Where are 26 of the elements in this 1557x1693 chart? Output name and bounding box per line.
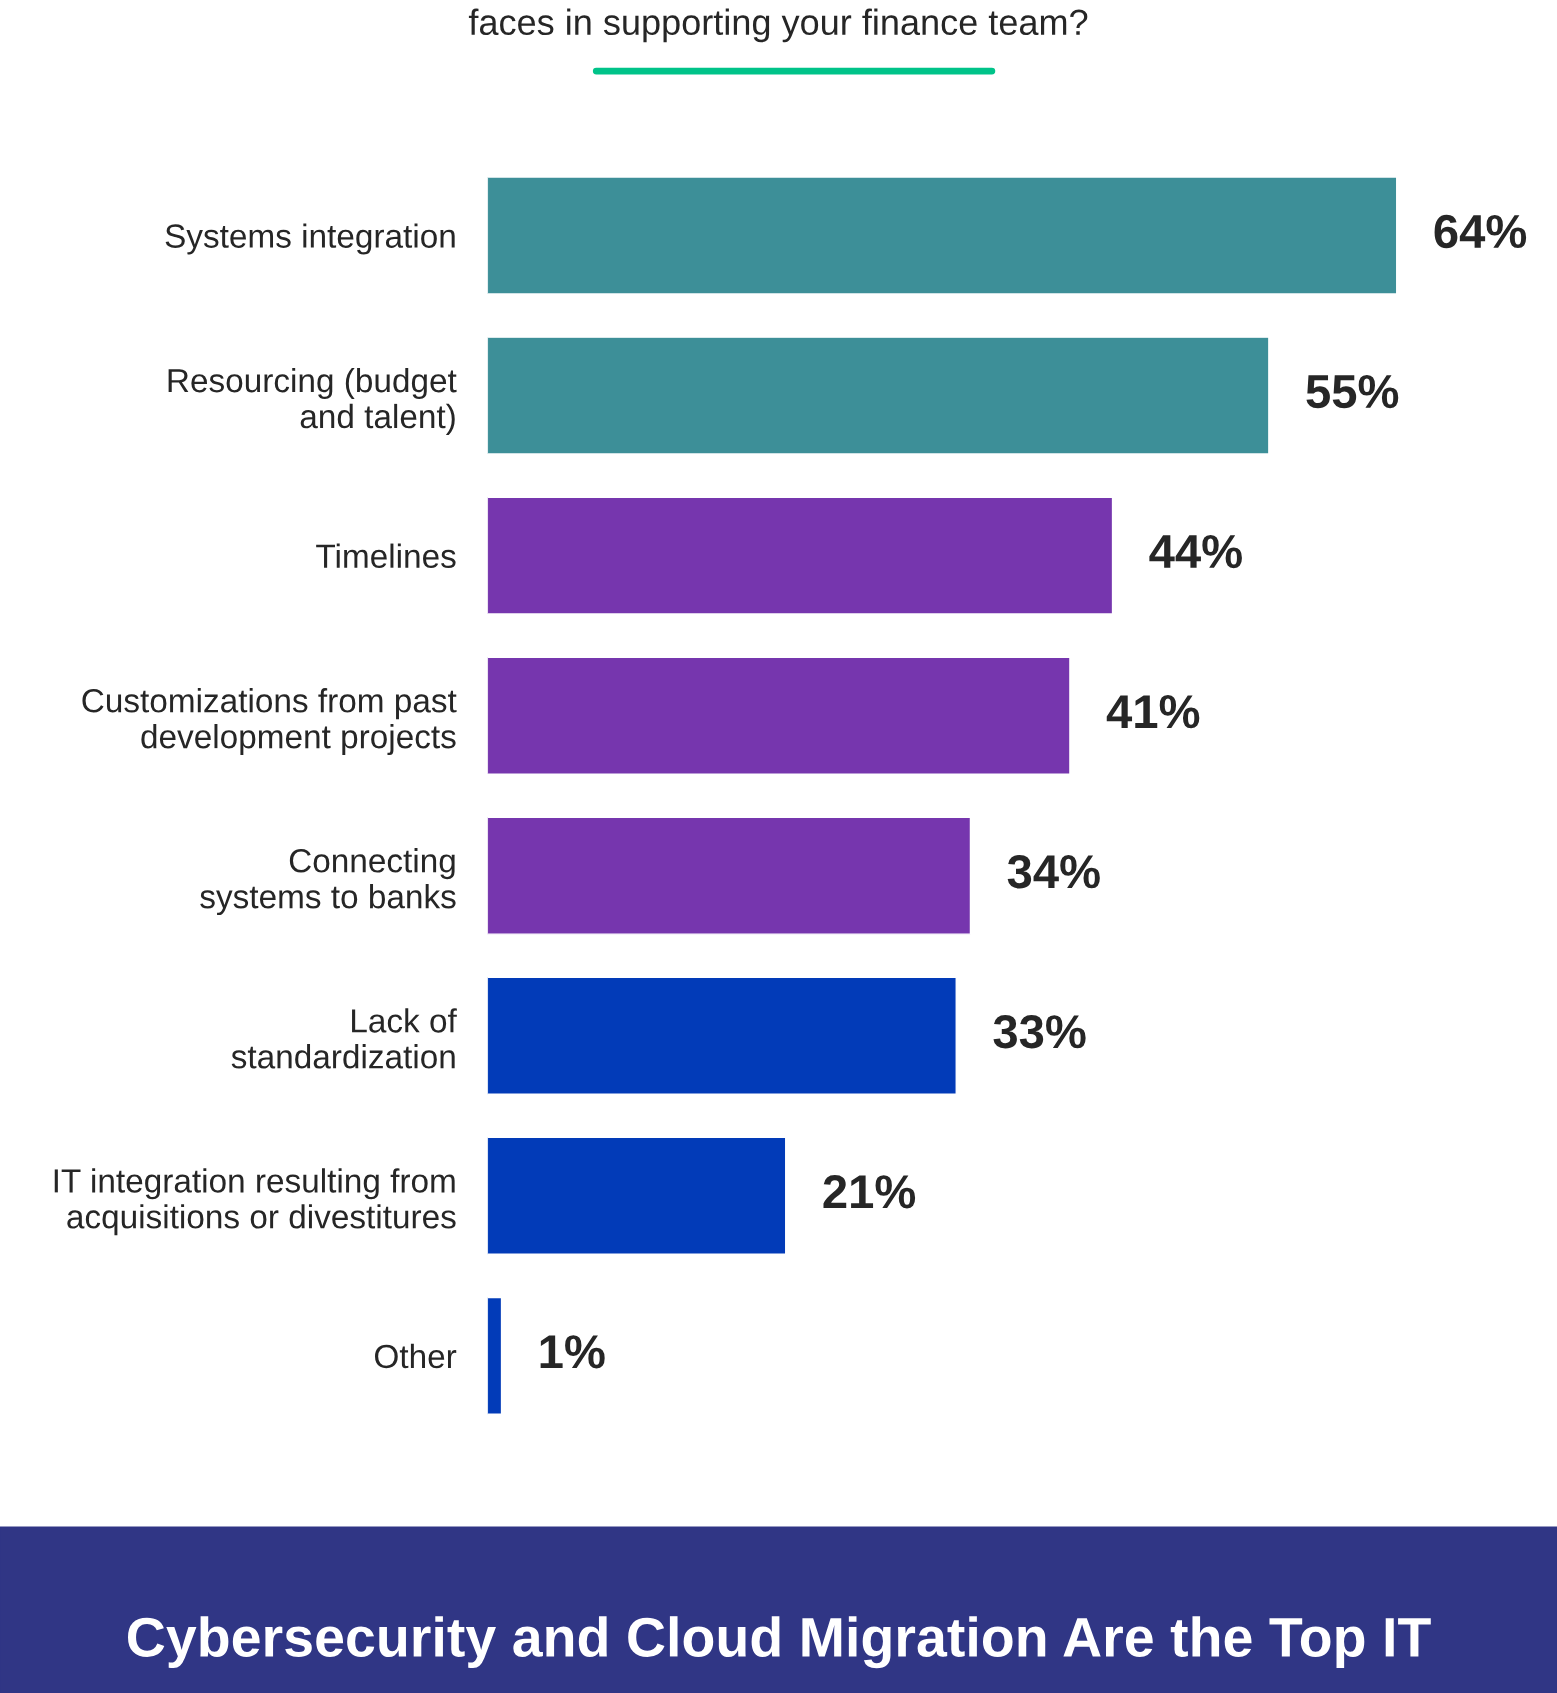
y-tick-label: Systems integration — [165, 223, 455, 255]
y-tick-label: Resourcing (budget and talent) — [168, 367, 457, 435]
data-label: 41% — [1106, 695, 1200, 729]
data-label: 64% — [1434, 214, 1527, 249]
bar — [487, 976, 957, 1095]
y-tick-label: IT integration resulting from acquisitions or divestitures — [54, 1168, 456, 1236]
y-tick-label: Connecting systems to banks — [200, 848, 456, 916]
data-label: 33% — [993, 1015, 1086, 1049]
text: Cybersecurity and Cloud Migration Are the Top IT — [127, 1616, 1431, 1669]
data-label: 1% — [540, 1335, 605, 1369]
data-label: 21% — [823, 1175, 916, 1209]
bar — [487, 1296, 503, 1416]
y-tick-label: Customizations from past development projects — [82, 688, 457, 756]
y-tick-label: Other — [375, 1343, 457, 1369]
bar — [487, 336, 1270, 455]
chart-title: faces in supporting your finance team? — [468, 8, 1088, 43]
bar — [487, 1136, 787, 1255]
bar — [487, 496, 1114, 615]
data-label: 34% — [1007, 854, 1100, 889]
bar — [487, 816, 972, 935]
bar — [487, 656, 1071, 775]
y-tick-label: Lack of standardization — [231, 1008, 457, 1069]
y-tick-label: Timelines — [316, 543, 456, 569]
data-label: 44% — [1149, 534, 1242, 569]
data-label: 55% — [1306, 374, 1399, 409]
bar — [487, 176, 1398, 295]
